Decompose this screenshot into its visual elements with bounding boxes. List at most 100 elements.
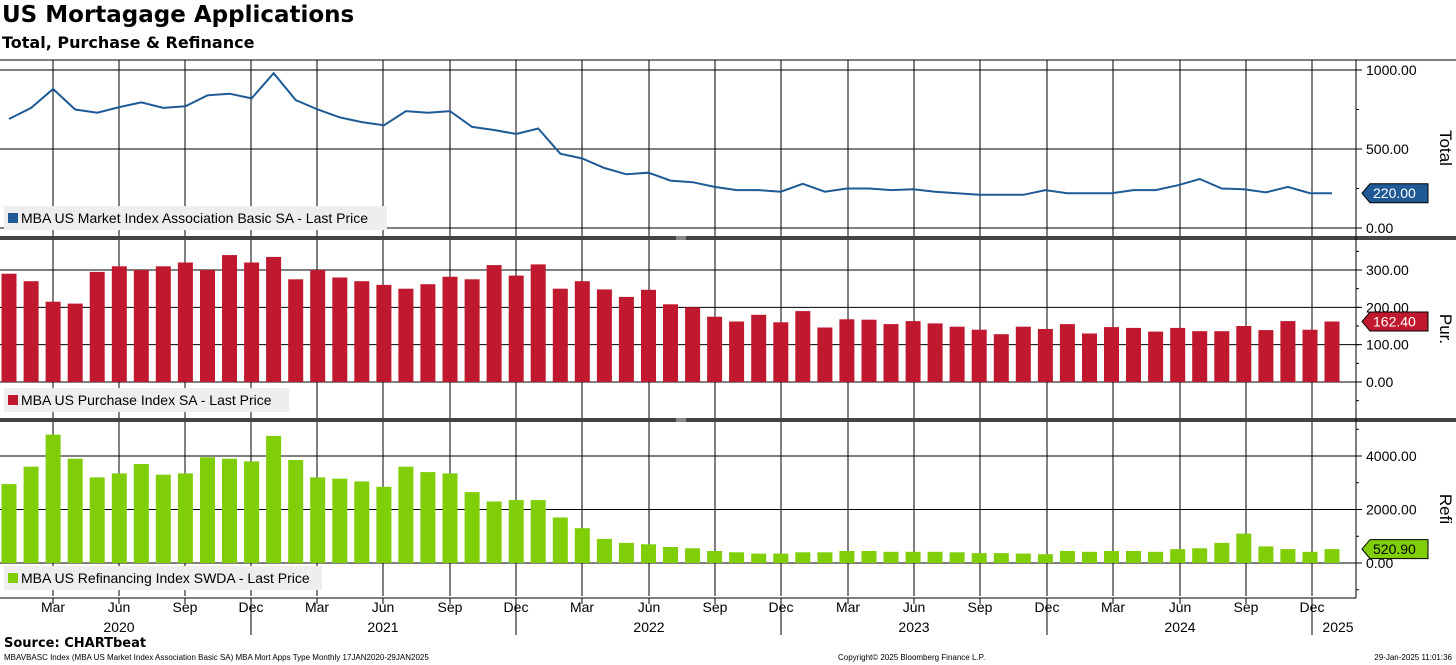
bar bbox=[155, 474, 171, 563]
x-tick-label: Sep bbox=[438, 599, 463, 615]
x-tick-label: Jun bbox=[372, 599, 395, 615]
bar bbox=[861, 319, 877, 382]
chart-title: US Mortagage Applications bbox=[2, 2, 355, 28]
bar bbox=[222, 255, 237, 382]
bar bbox=[1324, 321, 1340, 382]
bar bbox=[464, 492, 480, 563]
bar bbox=[266, 256, 282, 382]
legend-box bbox=[4, 388, 289, 412]
bar bbox=[530, 500, 546, 563]
bar bbox=[596, 538, 612, 563]
x-year-label: 2021 bbox=[367, 619, 398, 635]
y-axis-label: Refi bbox=[1436, 494, 1455, 524]
footer-timestamp: 29-Jan-2025 11:01:36 bbox=[1374, 653, 1452, 662]
bar bbox=[971, 329, 987, 382]
last-value-tag bbox=[1361, 311, 1429, 332]
bar bbox=[795, 311, 811, 382]
bar bbox=[1280, 321, 1296, 382]
bar bbox=[133, 464, 149, 563]
bar bbox=[89, 477, 105, 563]
footer-index-note: MBAVBASC Index (MBA US Market Index Asso… bbox=[4, 653, 429, 662]
bar bbox=[1258, 330, 1274, 382]
bar bbox=[310, 477, 326, 563]
bar bbox=[574, 281, 590, 382]
x-tick-label: Jun bbox=[1169, 599, 1192, 615]
bar bbox=[464, 279, 480, 382]
bar bbox=[1148, 331, 1164, 382]
last-value-label: 162.40 bbox=[1373, 314, 1416, 330]
bar bbox=[618, 296, 634, 382]
bar bbox=[1104, 327, 1119, 382]
x-tick-label: Sep bbox=[703, 599, 728, 615]
y-tick-label: 4000.00 bbox=[1366, 448, 1417, 464]
bar bbox=[45, 301, 61, 382]
bar bbox=[773, 553, 789, 563]
x-tick-label: Mar bbox=[305, 599, 329, 615]
bar bbox=[1126, 327, 1141, 382]
bar bbox=[1192, 548, 1208, 563]
last-value-label: 220.00 bbox=[1373, 185, 1416, 201]
bar bbox=[1192, 331, 1208, 382]
bar bbox=[971, 553, 987, 563]
y-tick-label: 300.00 bbox=[1366, 262, 1409, 278]
x-tick-label: Jun bbox=[108, 599, 131, 615]
y-tick-label: 100.00 bbox=[1366, 337, 1409, 353]
bar bbox=[442, 276, 458, 382]
bar bbox=[574, 528, 590, 563]
bar bbox=[905, 551, 921, 563]
x-tick-label: Mar bbox=[41, 599, 65, 615]
chart-subtitle: Total, Purchase & Refinance bbox=[2, 33, 255, 52]
bar bbox=[508, 275, 524, 382]
bar bbox=[883, 324, 899, 382]
x-tick-label: Mar bbox=[570, 599, 594, 615]
bar bbox=[111, 473, 127, 563]
x-tick-label: Jun bbox=[903, 599, 926, 615]
y-axis-label: Pur. bbox=[1436, 314, 1455, 344]
bar bbox=[685, 307, 701, 382]
footer-copyright: Copyright© 2025 Bloomberg Finance L.P. bbox=[838, 653, 986, 662]
bar bbox=[839, 319, 855, 382]
bar bbox=[1082, 333, 1097, 382]
bar bbox=[1280, 549, 1296, 563]
bar bbox=[1302, 551, 1318, 563]
bar bbox=[420, 284, 436, 382]
y-tick-label: 2000.00 bbox=[1366, 502, 1417, 518]
last-value-tag bbox=[1361, 183, 1429, 204]
bar bbox=[729, 552, 745, 563]
bar bbox=[1015, 553, 1031, 563]
x-tick-label: Mar bbox=[836, 599, 860, 615]
bar bbox=[288, 279, 304, 382]
bar bbox=[111, 266, 127, 382]
bar bbox=[288, 460, 304, 563]
bar bbox=[905, 321, 921, 382]
bar bbox=[618, 542, 634, 563]
bar bbox=[1324, 549, 1340, 563]
bar bbox=[332, 277, 348, 382]
bar bbox=[530, 264, 546, 382]
x-year-label: 2020 bbox=[103, 619, 134, 635]
bar bbox=[1037, 329, 1053, 382]
bar bbox=[1059, 551, 1075, 563]
bar bbox=[773, 322, 789, 382]
bar bbox=[685, 548, 701, 563]
bar bbox=[244, 461, 260, 563]
bar bbox=[1, 484, 17, 563]
bar bbox=[1170, 327, 1186, 382]
bar bbox=[883, 551, 899, 563]
bar bbox=[993, 334, 1009, 382]
bar bbox=[23, 281, 39, 382]
legend-swatch bbox=[8, 395, 18, 405]
bar bbox=[508, 500, 524, 563]
legend-label: MBA US Market Index Association Basic SA… bbox=[21, 210, 368, 226]
bar bbox=[67, 303, 83, 382]
bar bbox=[729, 321, 745, 382]
bar bbox=[1236, 533, 1252, 563]
bar bbox=[1148, 551, 1164, 563]
bar bbox=[200, 457, 215, 563]
bar bbox=[927, 551, 943, 563]
bar bbox=[817, 327, 833, 382]
bar bbox=[552, 288, 568, 382]
y-tick-label: 0.00 bbox=[1366, 374, 1393, 390]
